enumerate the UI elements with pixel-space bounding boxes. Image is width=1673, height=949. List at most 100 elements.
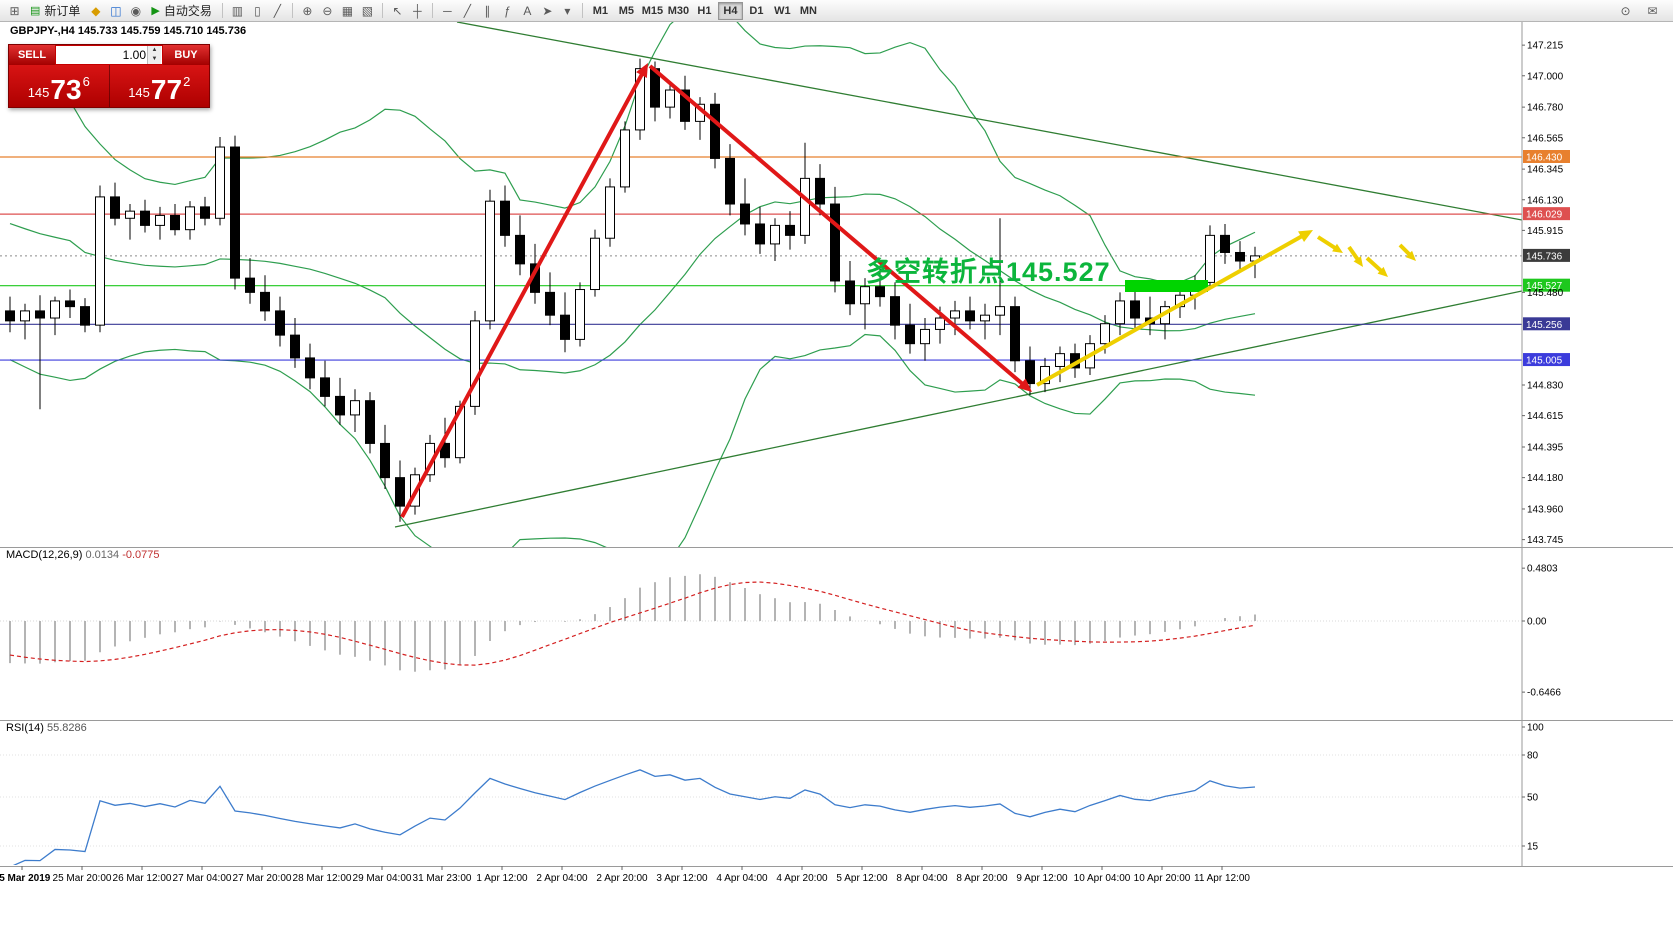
message-icon[interactable]: ✉ xyxy=(1647,3,1658,18)
svg-text:145.480: 145.480 xyxy=(1527,288,1564,299)
svg-text:-0.6466: -0.6466 xyxy=(1527,688,1561,699)
one-click-trading-panel: SELL 1.00 ▲ ▼ BUY 145 73 6 145 77 2 xyxy=(8,44,210,108)
timeframe-h1[interactable]: H1 xyxy=(697,4,712,17)
channel-icon[interactable]: ∥ xyxy=(484,3,491,18)
sell-button[interactable]: SELL xyxy=(9,45,55,65)
timeframe-m1[interactable]: M1 xyxy=(592,4,609,17)
svg-text:25 Mar 2019: 25 Mar 2019 xyxy=(0,873,51,884)
sell-price-pips: 73 xyxy=(50,74,82,106)
auto-trading-label: 自动交易 xyxy=(163,4,212,18)
timeframe-m15[interactable]: M15 xyxy=(641,4,664,17)
buy-price-main: 145 xyxy=(128,85,150,100)
tile-windows-icon[interactable]: ▦ xyxy=(341,3,354,18)
bar-chart-icon[interactable]: ▥ xyxy=(231,3,244,18)
sell-price-button[interactable]: 145 73 6 xyxy=(9,65,110,107)
new-chart-icon[interactable]: ⊞ xyxy=(9,3,20,18)
timeframe-h4[interactable]: H4 xyxy=(717,1,743,20)
svg-text:25 Mar 20:00: 25 Mar 20:00 xyxy=(53,873,112,884)
price-panel[interactable] xyxy=(0,22,1522,568)
svg-text:147.000: 147.000 xyxy=(1527,71,1564,82)
price-axis[interactable]: 147.215 147.000 146.780 146.565 146.430146.3… xyxy=(1521,22,1570,866)
buy-price-button[interactable]: 145 77 2 xyxy=(110,65,210,107)
rsi-label: RSI(14) 55.8286 xyxy=(6,722,87,734)
crosshair-icon[interactable]: ┼ xyxy=(413,3,422,18)
svg-text:4 Apr 04:00: 4 Apr 04:00 xyxy=(716,873,768,884)
svg-text:4 Apr 20:00: 4 Apr 20:00 xyxy=(776,873,828,884)
arrows-tool-icon[interactable]: ➤ xyxy=(542,3,553,18)
macd-main-value: 0.0134 xyxy=(85,549,120,561)
sell-price-sup: 6 xyxy=(82,74,90,89)
volume-stepper[interactable]: 1.00 ▲ ▼ xyxy=(56,46,162,64)
svg-text:3 Apr 12:00: 3 Apr 12:00 xyxy=(656,873,708,884)
chevron-down-icon[interactable]: ▾ xyxy=(564,3,571,18)
svg-text:2 Apr 04:00: 2 Apr 04:00 xyxy=(536,873,588,884)
timeframe-m30[interactable]: M30 xyxy=(667,4,690,17)
zoom-out-icon[interactable]: ⊖ xyxy=(322,3,333,18)
svg-text:9 Apr 12:00: 9 Apr 12:00 xyxy=(1016,873,1068,884)
play-icon: ▶ xyxy=(151,5,160,17)
volume-value: 1.00 xyxy=(122,48,146,62)
rsi-plot xyxy=(0,754,1522,865)
fibonacci-icon[interactable]: ƒ xyxy=(504,3,511,18)
cursor-icon[interactable]: ↖ xyxy=(392,3,403,18)
pivot-annotation[interactable]: 多空转折点145.527 xyxy=(866,257,1111,287)
svg-text:145.256: 145.256 xyxy=(1526,320,1563,331)
volume-down-button[interactable]: ▼ xyxy=(148,55,161,64)
buy-button[interactable]: BUY xyxy=(163,45,209,65)
buy-price-pips: 77 xyxy=(150,74,183,106)
candlestick-chart-icon[interactable]: ▯ xyxy=(254,3,261,18)
svg-text:146.430: 146.430 xyxy=(1526,153,1563,164)
buy-price-sup: 2 xyxy=(183,74,191,89)
svg-text:145.005: 145.005 xyxy=(1526,356,1563,367)
timeframe-mn[interactable]: MN xyxy=(799,4,817,17)
svg-text:145.527: 145.527 xyxy=(1526,281,1563,292)
svg-text:143.745: 143.745 xyxy=(1527,535,1564,546)
panel-separator[interactable] xyxy=(0,547,1673,867)
svg-text:31 Mar 23:00: 31 Mar 23:00 xyxy=(413,873,472,884)
volume-up-button[interactable]: ▲ xyxy=(148,46,161,55)
svg-text:8 Apr 20:00: 8 Apr 20:00 xyxy=(956,873,1008,884)
svg-text:145.736: 145.736 xyxy=(1526,251,1563,262)
new-order-button[interactable]: ▤ 新订单 xyxy=(25,2,85,20)
line-chart-icon[interactable]: ╱ xyxy=(273,3,282,18)
chart-canvas[interactable]: 147.215 147.000 146.780 146.565 146.430146.3… xyxy=(0,22,1673,949)
toolbar-separator xyxy=(431,3,433,18)
navigator-icon[interactable]: ◉ xyxy=(130,3,142,18)
chart-title: GBPJPY-,H4 145.733 145.759 145.710 145.7… xyxy=(10,25,247,37)
trendline-icon[interactable]: ╱ xyxy=(463,3,472,18)
auto-trading-button[interactable]: ▶ 自动交易 xyxy=(146,2,216,20)
macd-label: MACD(12,26,9) 0.0134 -0.0775 xyxy=(6,549,160,561)
market-watch-icon[interactable]: ◫ xyxy=(110,3,122,18)
horizontal-line-icon[interactable]: ─ xyxy=(443,3,452,18)
svg-text:8 Apr 04:00: 8 Apr 04:00 xyxy=(896,873,948,884)
svg-text:144.830: 144.830 xyxy=(1527,381,1564,392)
svg-text:146.565: 146.565 xyxy=(1527,133,1564,144)
svg-text:144.615: 144.615 xyxy=(1527,411,1564,422)
macd-name: MACD(12,26,9) xyxy=(6,549,83,561)
cascade-windows-icon[interactable]: ▧ xyxy=(361,3,374,18)
svg-text:15: 15 xyxy=(1527,842,1539,853)
volume-spinner: ▲ ▼ xyxy=(147,46,161,64)
svg-text:1 Apr 12:00: 1 Apr 12:00 xyxy=(476,873,528,884)
toolbar: ⊞ ▤ 新订单 ◆ ◫ ◉ ▶ 自动交易 ▥ ▯ ╱ ⊕ ⊖ ▦ ▧ ↖ ┼ ─… xyxy=(0,0,1673,22)
search-icon[interactable]: ⊙ xyxy=(1620,3,1631,18)
text-tool-icon[interactable]: A xyxy=(523,3,532,18)
svg-text:29 Mar 04:00: 29 Mar 04:00 xyxy=(353,873,412,884)
toolbar-separator xyxy=(221,3,223,18)
svg-text:146.345: 146.345 xyxy=(1527,165,1564,176)
timeframe-d1[interactable]: D1 xyxy=(749,4,764,17)
svg-text:0.00: 0.00 xyxy=(1527,617,1547,628)
svg-text:26 Mar 12:00: 26 Mar 12:00 xyxy=(113,873,172,884)
toolbar-separator xyxy=(291,3,293,18)
timeframe-w1[interactable]: W1 xyxy=(774,4,791,17)
svg-text:146.130: 146.130 xyxy=(1527,195,1564,206)
new-order-icon: ▤ xyxy=(30,5,41,17)
svg-text:80: 80 xyxy=(1527,751,1539,762)
zoom-in-icon[interactable]: ⊕ xyxy=(302,3,313,18)
svg-text:145.915: 145.915 xyxy=(1527,226,1564,237)
templates-icon[interactable]: ◆ xyxy=(91,3,101,18)
svg-text:146.780: 146.780 xyxy=(1527,103,1564,114)
timeframe-m5[interactable]: M5 xyxy=(618,4,635,17)
